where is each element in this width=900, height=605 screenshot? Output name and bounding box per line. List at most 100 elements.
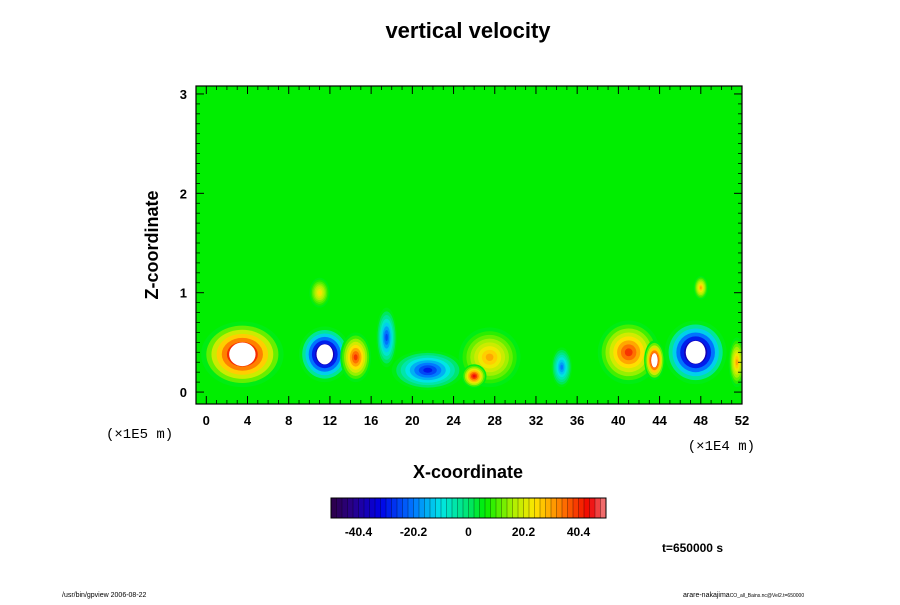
x-tick-label: 40 bbox=[611, 413, 625, 428]
contour-band bbox=[485, 353, 494, 362]
x-tick-label: 8 bbox=[285, 413, 292, 428]
contour-band bbox=[472, 374, 476, 378]
colorbar-cell bbox=[539, 497, 546, 519]
colorbar-tick-labels: -40.4 -20.2 0 20.2 40.4 bbox=[345, 525, 591, 539]
colorbar-tick-label: 20.2 bbox=[512, 525, 536, 539]
colorbar-cell bbox=[490, 497, 497, 519]
plot-frame bbox=[195, 85, 743, 405]
colorbar-cell bbox=[572, 497, 579, 519]
velocity-cell-updraft bbox=[728, 337, 742, 388]
y-tick-label: 0 bbox=[180, 385, 187, 400]
contour-band bbox=[423, 367, 433, 373]
colorbar-cell bbox=[341, 497, 348, 519]
colorbar-cell bbox=[545, 497, 552, 519]
colorbar-cell bbox=[429, 497, 436, 519]
colorbar-cell bbox=[413, 497, 420, 519]
x-tick-label: 20 bbox=[405, 413, 419, 428]
contour-band bbox=[560, 364, 564, 370]
colorbar-cell bbox=[506, 497, 513, 519]
colorbar-frame bbox=[330, 497, 607, 519]
velocity-cell-downdraft bbox=[391, 350, 464, 391]
velocity-cell-updraft bbox=[693, 275, 709, 300]
contour-band bbox=[318, 290, 321, 295]
colorbar-cell bbox=[396, 497, 403, 519]
x-tick-labels: 0 4 8 12 16 20 24 28 32 36 40 44 48 52 bbox=[203, 413, 750, 428]
x-tick-label: 52 bbox=[735, 413, 749, 428]
x-tick-label: 48 bbox=[694, 413, 708, 428]
colorbar-cell bbox=[407, 497, 414, 519]
colorbar-cell bbox=[336, 497, 343, 519]
colorbar-cell bbox=[374, 497, 381, 519]
colorbar-cell bbox=[446, 497, 453, 519]
y-tick-label: 2 bbox=[180, 186, 187, 201]
plot-area bbox=[195, 85, 743, 405]
contour-band bbox=[699, 286, 702, 290]
footer-right: arare-nakajimaCO_all_Bains.nc@Vel2.t=650… bbox=[683, 592, 804, 599]
x-tick-label: 24 bbox=[446, 413, 461, 428]
colorbar-cell bbox=[589, 497, 596, 519]
velocity-cell-downdraft bbox=[376, 307, 397, 368]
velocity-cell-updraft bbox=[309, 277, 330, 308]
colorbar-cell bbox=[424, 497, 431, 519]
y-tick-label: 1 bbox=[180, 286, 187, 301]
colorbar-cell bbox=[523, 497, 530, 519]
axis-ticks bbox=[196, 86, 743, 404]
x-tick-label: 32 bbox=[529, 413, 543, 428]
x-tick-label: 0 bbox=[203, 413, 210, 428]
x-tick-label: 28 bbox=[488, 413, 502, 428]
colorbar-cell bbox=[600, 497, 607, 519]
velocity-field bbox=[201, 275, 742, 391]
colorbar-cell bbox=[501, 497, 508, 519]
colorbar-cell bbox=[385, 497, 392, 519]
colorbar-cell bbox=[578, 497, 585, 519]
x-tick-label: 16 bbox=[364, 413, 378, 428]
out-of-range-core bbox=[316, 344, 334, 365]
colorbar-cell bbox=[517, 497, 524, 519]
colorbar-cell bbox=[435, 497, 442, 519]
x-tick-label: 12 bbox=[323, 413, 337, 428]
velocity-cell-updraft bbox=[461, 364, 487, 389]
colorbar-cell bbox=[391, 497, 398, 519]
colorbar-cell bbox=[358, 497, 365, 519]
colorbar-cell bbox=[556, 497, 563, 519]
colorbar-cell bbox=[534, 497, 541, 519]
colorbar-cell bbox=[457, 497, 464, 519]
out-of-range-core bbox=[685, 340, 706, 364]
colorbar-tick-label: 0 bbox=[465, 525, 472, 539]
colorbar-cell bbox=[330, 497, 337, 519]
colorbar-cell bbox=[352, 497, 359, 519]
y-axis-label: Z-coordinate bbox=[142, 190, 162, 299]
colorbar-cell bbox=[550, 497, 557, 519]
velocity-cell-updraft bbox=[644, 340, 665, 381]
colorbar-cell bbox=[363, 497, 370, 519]
out-of-range-core bbox=[229, 342, 256, 367]
contour-band bbox=[385, 333, 388, 342]
colorbar: -40.4 -20.2 0 20.2 40.4 bbox=[330, 497, 607, 539]
y-tick-label: 3 bbox=[180, 87, 187, 102]
colorbar-cell bbox=[479, 497, 486, 519]
colorbar-cell bbox=[561, 497, 568, 519]
y-tick-labels: 0 1 2 3 bbox=[180, 87, 187, 400]
colorbar-cell bbox=[583, 497, 590, 519]
colorbar-tick-label: 40.4 bbox=[567, 525, 591, 539]
velocity-cell-downdraft bbox=[299, 326, 351, 383]
time-label: t=650000 s bbox=[662, 541, 723, 555]
colorbar-cell bbox=[369, 497, 376, 519]
footer-right-main: arare-nakajima bbox=[683, 592, 730, 599]
x-tick-label: 44 bbox=[652, 413, 667, 428]
footer-left: /usr/bin/gpview 2006-08-22 bbox=[62, 592, 147, 599]
colorbar-cell bbox=[462, 497, 469, 519]
colorbar-cell bbox=[594, 497, 601, 519]
colorbar-cell bbox=[468, 497, 475, 519]
colorbar-cell bbox=[528, 497, 535, 519]
colorbar-cell bbox=[440, 497, 447, 519]
x-tick-label: 4 bbox=[244, 413, 252, 428]
velocity-cell-updraft bbox=[201, 321, 284, 388]
chart-title: vertical velocity bbox=[385, 18, 551, 43]
x-tick-label: 36 bbox=[570, 413, 584, 428]
colorbar-cell bbox=[512, 497, 519, 519]
colorbar-cell bbox=[402, 497, 409, 519]
x-scale-label: (×1E4 m) bbox=[688, 439, 755, 455]
velocity-cell-downdraft bbox=[664, 320, 727, 385]
